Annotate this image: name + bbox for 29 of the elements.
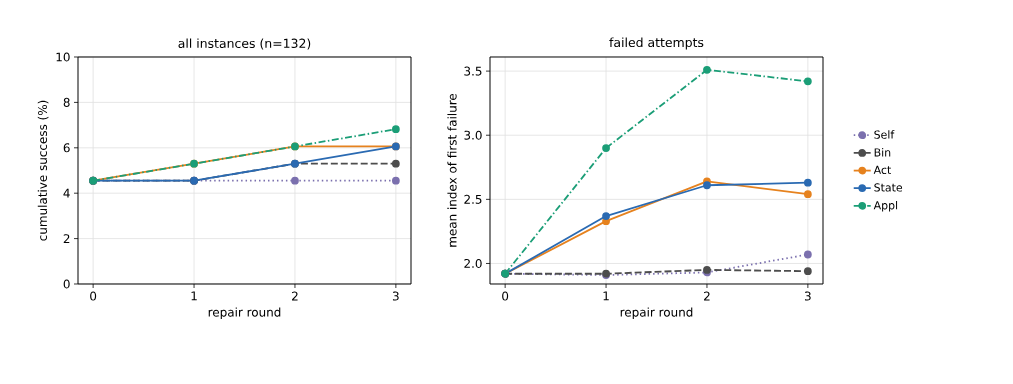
- x-tick-label: 0: [502, 291, 509, 301]
- x-tick-label: 1: [191, 291, 197, 301]
- x-tick-label: 2: [292, 291, 298, 301]
- legend-label: State: [874, 183, 903, 192]
- legend-label: Act: [873, 165, 891, 174]
- y-axis-title: mean index of first failure: [447, 93, 457, 247]
- x-tick-label: 3: [804, 291, 811, 301]
- x-tick-label: 3: [392, 291, 399, 301]
- y-tick-label: 3.5: [464, 66, 482, 76]
- x-tick-label: 1: [603, 291, 609, 301]
- legend-label: Bin: [874, 148, 891, 157]
- x-axis-title: repair round: [620, 307, 693, 319]
- chart-title: failed attempts: [609, 37, 704, 50]
- legend-label: Self: [874, 130, 895, 139]
- y-tick-label: 4: [63, 188, 70, 198]
- y-tick-label: 2: [63, 234, 70, 244]
- x-tick-label: 0: [90, 291, 97, 301]
- y-tick-label: 0: [63, 279, 70, 289]
- y-axis-title: cumulative success (%): [37, 100, 49, 241]
- legend-label: Appl: [873, 200, 898, 212]
- x-tick-label: 2: [704, 291, 710, 301]
- y-tick-label: 2.0: [464, 258, 482, 268]
- y-tick-label: 2.5: [464, 194, 482, 204]
- y-tick-label: 8: [63, 97, 70, 107]
- chart-title: all instances (n=132): [178, 38, 311, 50]
- x-axis-title: repair round: [208, 307, 281, 319]
- y-tick-label: 10: [56, 52, 70, 62]
- y-tick-label: 3.0: [464, 130, 482, 140]
- y-tick-label: 6: [63, 143, 70, 153]
